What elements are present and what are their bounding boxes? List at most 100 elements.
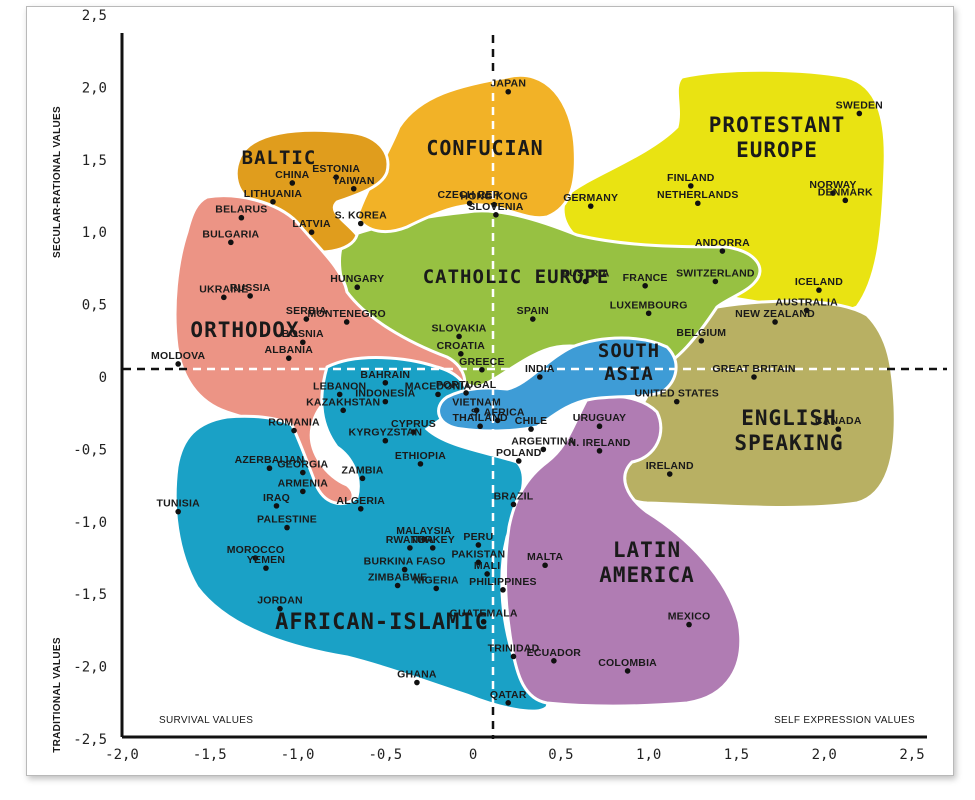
region-label: ORTHODOX — [190, 318, 299, 342]
country-point-poland: POLAND — [496, 447, 542, 464]
region-blob-orthodox — [173, 194, 467, 510]
point-label: S. KOREA — [335, 210, 388, 222]
point-label: ESTONIA — [312, 163, 360, 175]
country-point-jordan: JORDAN — [257, 595, 303, 612]
country-point-ethiopia: ETHIOPIA — [395, 450, 446, 467]
point-dot — [480, 618, 487, 625]
point-label: ARMENIA — [278, 477, 329, 489]
point-label: CANADA — [815, 415, 862, 427]
point-dot — [751, 374, 757, 380]
country-point-belgium: BELGIUM — [676, 327, 726, 344]
point-label: LITHUANIA — [244, 188, 303, 200]
point-dot — [357, 220, 364, 227]
point-dot — [417, 461, 424, 467]
region-label: ENGLISH SPEAKING — [734, 406, 843, 455]
point-label: SPAIN — [517, 305, 549, 317]
y-tick-label: 0 — [99, 370, 107, 386]
country-point-czech-rep-: CZECH REP. — [437, 189, 502, 207]
point-label: SERBIA — [286, 305, 327, 317]
point-dot — [238, 214, 245, 221]
x-tick-label: -1,0 — [281, 747, 315, 763]
point-label: GERMANY — [563, 192, 618, 204]
point-label: FINLAND — [667, 172, 715, 184]
point-dot — [772, 319, 778, 325]
point-dot — [830, 190, 836, 196]
point-label: INDIA — [525, 363, 555, 375]
country-point-morocco: MOROCCO — [227, 544, 284, 561]
region-label: CATHOLIC EUROPE — [423, 266, 610, 288]
region-blob-latin-america — [503, 394, 743, 708]
country-point-zambia: ZAMBIA — [341, 464, 384, 482]
point-dot — [698, 338, 705, 344]
point-dot — [835, 426, 842, 432]
point-dot — [221, 294, 227, 301]
country-point-greece: GREECE — [459, 356, 504, 373]
country-point-lebanon: LEBANON — [313, 380, 366, 398]
point-label: FRANCE — [623, 272, 668, 284]
chart-svg: -2,0 -1,5 -1,0 -0,5 0 0,5 1,0 1,5 2,0 2,5 2,5 2,0 1,… — [52, 8, 947, 763]
country-point-s-korea: S. KOREA — [335, 210, 388, 227]
point-dot — [359, 475, 366, 482]
point-label: LEBANON — [313, 380, 366, 392]
point-label: LATVIA — [292, 218, 331, 230]
point-dot — [303, 316, 310, 322]
point-dot — [500, 587, 506, 593]
country-point-france: FRANCE — [623, 272, 668, 289]
point-dot — [816, 287, 822, 293]
region-label: AFRICAN-ISLAMIC — [275, 610, 489, 635]
point-label: UNITED STATES — [635, 388, 719, 400]
country-point-guatemala: GUATEMALA — [450, 608, 518, 625]
point-dot — [263, 565, 269, 571]
country-point-cyprus: CYPRUS — [391, 418, 436, 435]
point-dot — [289, 180, 296, 186]
country-point-luxembourg: LUXEMBOURG — [610, 299, 687, 317]
region-blob-english-speaking — [611, 299, 897, 509]
country-point-malaysia: MALAYSIA — [396, 525, 452, 542]
country-point-qatar: QATAR — [490, 689, 527, 706]
country-point-vietnam: VIETNAM — [452, 396, 501, 414]
country-point-yemen: YEMEN — [247, 554, 285, 571]
point-label: AUSTRALIA — [775, 296, 838, 308]
point-label: MOLDOVA — [151, 350, 206, 362]
point-dot — [407, 545, 413, 551]
point-label: QATAR — [490, 689, 527, 701]
point-label: BOSNIA — [282, 328, 324, 340]
point-dot — [484, 571, 490, 577]
point-dot — [382, 379, 389, 386]
point-dot — [645, 310, 652, 317]
point-label: HONG KONG — [460, 191, 528, 203]
country-point-colombia: COLOMBIA — [598, 657, 657, 674]
country-point-mali: MALI — [474, 560, 500, 577]
region-blob-african-islamic — [173, 356, 550, 713]
point-dot — [382, 437, 389, 444]
point-dot — [477, 423, 483, 430]
country-point-denmark: DENMARK — [818, 186, 873, 204]
y-tick-label: -2,0 — [73, 660, 107, 676]
country-point-portugal: PORTUGAL — [436, 379, 497, 396]
point-dot — [285, 355, 292, 361]
point-dot — [300, 469, 306, 476]
x-tick-label: 0 — [469, 747, 477, 763]
point-label: GREAT BRITAIN — [712, 363, 795, 375]
point-dot — [277, 605, 283, 612]
country-point-taiwan: TAIWAN — [333, 175, 374, 192]
point-dot — [642, 282, 648, 289]
point-dot — [673, 398, 680, 405]
country-point-belarus: BELARUS — [215, 204, 267, 221]
country-point-latvia: LATVIA — [292, 218, 331, 235]
country-point-iceland: ICELAND — [795, 276, 843, 293]
point-dot — [695, 200, 701, 207]
point-dot — [343, 319, 350, 325]
point-label: BELARUS — [215, 204, 267, 216]
point-label: MALTA — [527, 551, 563, 563]
point-label: S. AFRICA — [471, 406, 525, 418]
point-dot — [410, 429, 417, 435]
point-label: AUSTRIA — [561, 267, 609, 279]
point-dot — [175, 361, 181, 367]
point-dot — [540, 446, 547, 453]
y-axis-title-bottom: TRADITIONAL VALUES — [52, 637, 63, 753]
point-label: MALAYSIA — [396, 525, 452, 537]
point-dot — [354, 284, 361, 291]
point-dot — [686, 621, 692, 628]
point-label: THAILAND — [453, 412, 508, 424]
